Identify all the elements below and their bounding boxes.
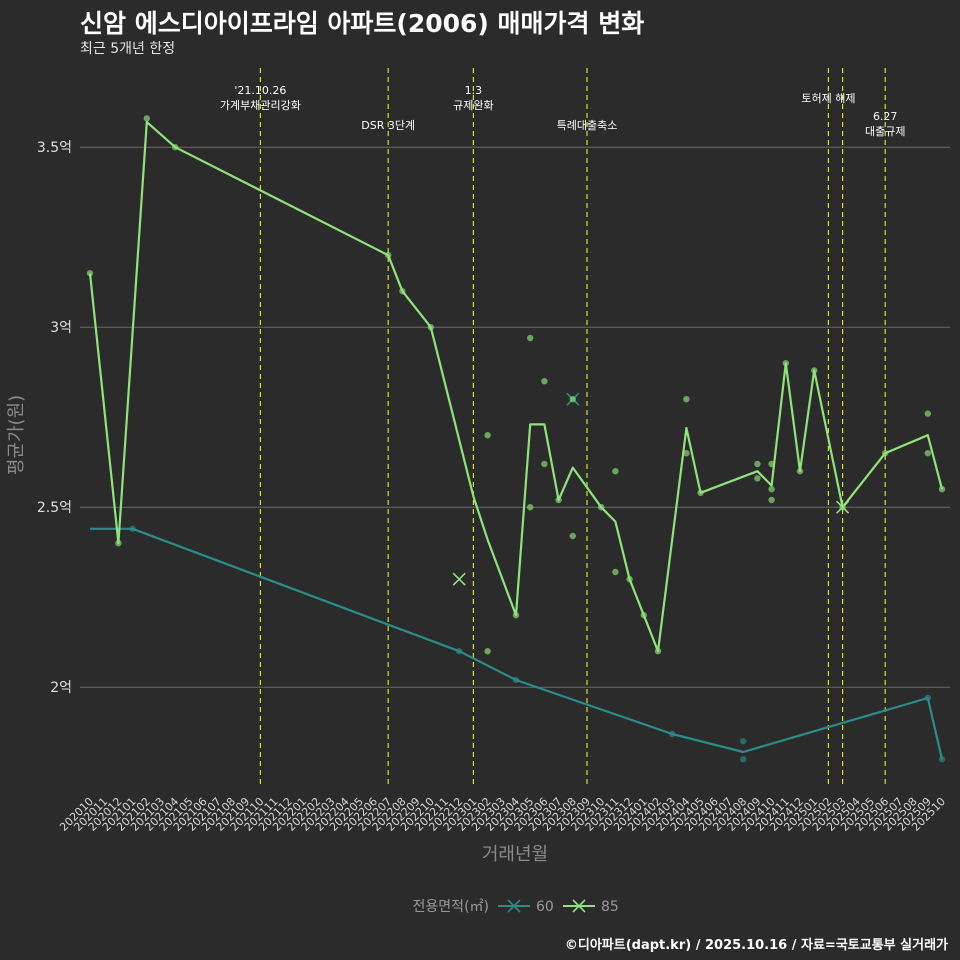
point-85-29 <box>768 486 775 493</box>
legend-title: 전용면적(㎡) <box>413 899 489 915</box>
y-axis: 2억 2.5억 3억 3.5억 <box>37 140 72 696</box>
point-85-2 <box>143 115 150 122</box>
line-85 <box>88 120 944 653</box>
point-85-15 <box>569 532 576 540</box>
legend-key-60 <box>498 899 530 913</box>
x-marker-85-1 <box>836 500 850 514</box>
x-marker-stroke-b <box>452 572 466 586</box>
y-tick-label-3: 3.5억 <box>37 140 72 156</box>
chart-subtitle: 최근 5개년 한정 <box>80 41 176 57</box>
y-axis-title: 평균가(원) <box>6 395 27 475</box>
point-60-4 <box>740 738 747 745</box>
point-85-19 <box>612 568 619 576</box>
x-axis-title: 거래년월 <box>482 844 548 865</box>
point-85-11 <box>527 504 534 511</box>
point-85-23 <box>683 396 690 403</box>
legend-label-85: 85 <box>601 899 619 915</box>
y-tick-label-1: 2.5억 <box>37 500 72 516</box>
policy-event-lines <box>259 68 886 788</box>
point-85-24 <box>683 450 690 457</box>
point-60-5 <box>740 756 747 763</box>
legend-label-60: 60 <box>536 899 554 915</box>
point-85-18 <box>612 468 619 475</box>
legend-key-x-b <box>507 899 521 913</box>
legend-key-85 <box>563 899 595 913</box>
point-85-10 <box>527 334 534 342</box>
chart-title: 신암 에스디아이프라임 아파트(2006) 매매가격 변화 <box>80 9 645 38</box>
point-85-8 <box>484 648 491 655</box>
point-85-30 <box>768 496 775 504</box>
x-marker-stroke-b <box>836 500 850 514</box>
series-85 <box>86 115 946 655</box>
point-85-27 <box>754 475 761 482</box>
point-85-13 <box>541 460 548 468</box>
series-layer <box>86 115 946 763</box>
grid-lines <box>80 146 950 688</box>
point-85-16 <box>569 396 576 403</box>
event-label-6-1: 대출규제 <box>865 125 905 138</box>
point-85-26 <box>754 460 761 468</box>
y-tick-label-0: 2억 <box>50 680 72 696</box>
point-85-36 <box>924 410 931 417</box>
legend-key-x-b <box>572 899 586 913</box>
event-label-2-1: 규제완화 <box>453 99 493 112</box>
event-label-3-0: 특례대출축소 <box>557 119 618 132</box>
y-tick-label-2: 3억 <box>50 320 72 336</box>
event-label-6-0: 6.27 <box>873 110 898 123</box>
source-caption: ©디아파트(dapt.kr) / 2025.10.16 / 자료=국토교통부 실… <box>564 938 948 953</box>
event-label-0-0: '21.10.26 <box>234 84 286 97</box>
event-label-4-0: 토허제 해제 <box>801 91 855 105</box>
line-60 <box>90 527 944 760</box>
x-marker-85-0 <box>452 572 466 586</box>
event-label-1-0: DSR 3단계 <box>361 119 415 132</box>
event-label-0-1: 가계부채관리강화 <box>220 99 301 112</box>
event-label-2-0: 1.3 <box>465 84 483 97</box>
point-85-7 <box>484 432 491 439</box>
x-axis: 2020102020112020122021012021022021032021… <box>57 795 948 834</box>
point-85-37 <box>924 450 931 457</box>
point-85-12 <box>541 378 548 385</box>
series-60 <box>90 392 946 763</box>
legend: 전용면적(㎡) 60 85 <box>413 899 619 915</box>
